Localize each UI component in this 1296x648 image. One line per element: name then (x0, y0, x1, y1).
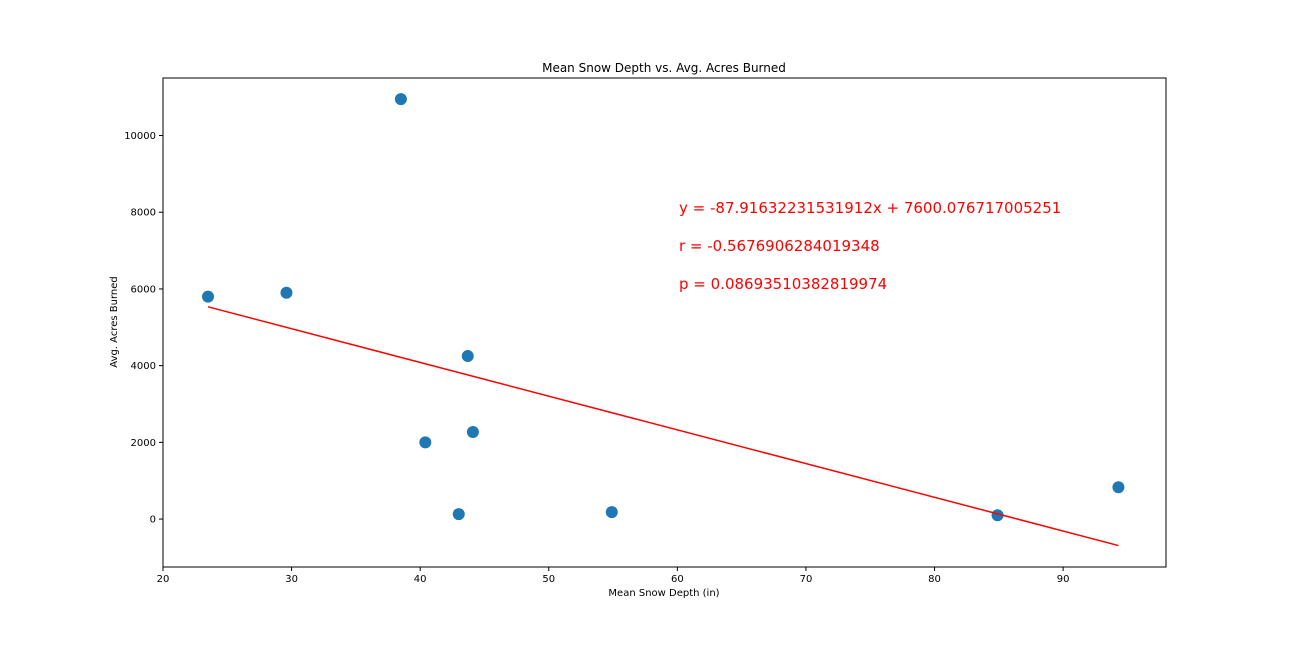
data-point (461, 350, 474, 363)
y-axis-label: Avg. Acres Burned (109, 276, 120, 367)
chart-title: Mean Snow Depth vs. Avg. Acres Burned (542, 61, 786, 75)
plot-area (202, 93, 1125, 547)
y-tick-label: 8000 (131, 208, 156, 219)
data-point (466, 425, 479, 438)
y-tick-label: 4000 (131, 361, 156, 372)
equation-annotation: y = -87.91632231531912x + 7600.076717005… (679, 199, 1061, 217)
x-tick-label: 90 (1057, 574, 1070, 585)
regression-line (207, 306, 1119, 547)
x-tick-label: 40 (414, 574, 427, 585)
y-tick-label: 0 (150, 515, 156, 526)
x-tick-label: 70 (800, 574, 813, 585)
data-point (280, 286, 293, 299)
x-tick-label: 20 (157, 574, 170, 585)
y-tick-label: 2000 (131, 438, 156, 449)
x-tick-label: 50 (542, 574, 555, 585)
y-tick-label: 6000 (131, 284, 156, 295)
y-tick-label: 10000 (124, 131, 156, 142)
plot-frame (162, 77, 1167, 568)
x-tick-label: 80 (928, 574, 941, 585)
p-annotation: p = 0.08693510382819974 (679, 275, 887, 293)
data-point (452, 508, 465, 521)
data-point (394, 93, 407, 106)
data-point (202, 290, 215, 303)
r-annotation: r = -0.5676906284019348 (679, 237, 880, 255)
data-point (1112, 481, 1125, 494)
x-axis-label: Mean Snow Depth (in) (608, 588, 719, 599)
data-point (605, 506, 618, 519)
x-tick-label: 60 (671, 574, 684, 585)
data-point (419, 436, 432, 449)
data-point (991, 509, 1004, 522)
x-tick-label: 30 (285, 574, 298, 585)
